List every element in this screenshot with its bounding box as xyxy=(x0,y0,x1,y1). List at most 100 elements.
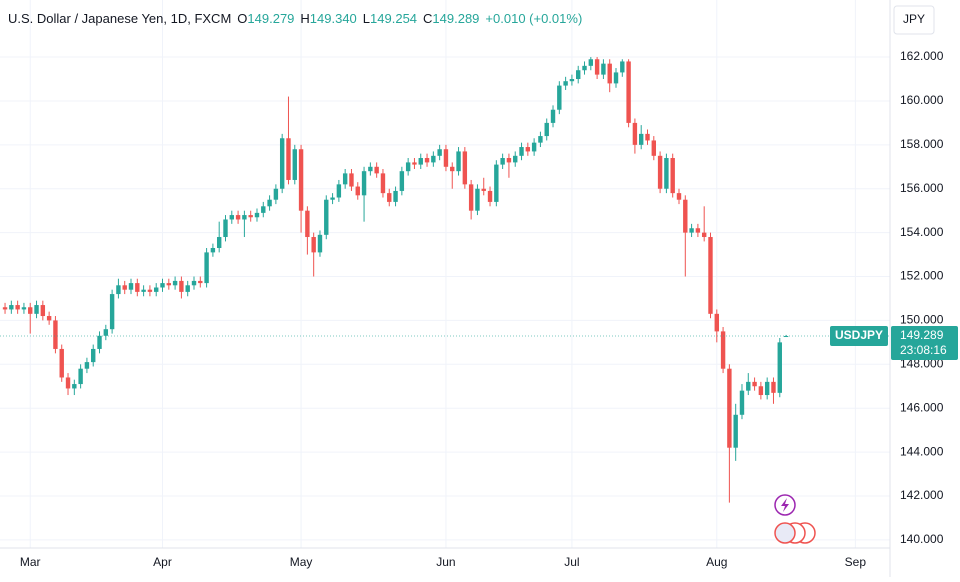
candle-body xyxy=(103,329,109,336)
candle-body xyxy=(172,280,178,286)
candle-body xyxy=(21,307,27,310)
candle-body xyxy=(128,283,134,290)
candle-body xyxy=(739,390,745,415)
legend-key: O xyxy=(237,11,247,26)
candle-body xyxy=(746,381,751,391)
candle-body xyxy=(59,348,64,378)
candle-body xyxy=(500,158,505,165)
candle-body xyxy=(40,305,46,317)
candle-body xyxy=(733,414,738,448)
candle-body xyxy=(758,386,764,396)
candle-body xyxy=(651,140,657,156)
candle-body xyxy=(538,136,543,143)
candle-body xyxy=(198,280,203,284)
candle-body xyxy=(342,173,348,185)
candle-body xyxy=(513,155,518,163)
candle-body xyxy=(336,184,342,198)
candle-body xyxy=(116,285,121,295)
candle-body xyxy=(676,193,682,200)
legend-value: 149.289 xyxy=(432,11,479,26)
candle-body xyxy=(223,219,228,238)
legend-value: 149.254 xyxy=(370,11,417,26)
candle-body xyxy=(462,151,468,185)
candle-body xyxy=(456,151,461,172)
candle-body xyxy=(147,289,153,292)
candle-body xyxy=(179,280,184,292)
candle-body xyxy=(160,283,165,288)
candle-body xyxy=(632,122,638,145)
y-tick-label: 156.000 xyxy=(900,181,944,195)
candle-body xyxy=(216,237,222,248)
candle-body xyxy=(437,149,442,156)
candle-body xyxy=(78,368,83,385)
candle-body xyxy=(418,158,423,165)
candle-body xyxy=(204,252,209,284)
candle-body xyxy=(601,63,606,75)
candle-body xyxy=(15,305,20,310)
flag-icon[interactable] xyxy=(774,522,796,544)
candle-body xyxy=(450,166,455,172)
candle-body xyxy=(361,171,367,196)
chart-header: U.S. Dollar / Japanese Yen, 1D, FXCM O 149… xyxy=(8,11,582,26)
legend-key: L xyxy=(363,11,370,26)
candle-body xyxy=(443,149,449,167)
candle-body xyxy=(97,335,102,349)
y-tick-label: 150.000 xyxy=(900,313,944,327)
x-tick-label: May xyxy=(290,555,313,569)
candle-body xyxy=(657,155,663,189)
candle-body xyxy=(594,59,600,75)
candles xyxy=(0,57,890,503)
candle-body xyxy=(771,381,776,393)
currency-button[interactable] xyxy=(893,5,935,35)
candle-body xyxy=(72,384,77,389)
y-tick-label: 142.000 xyxy=(900,488,944,502)
x-tick-label: Aug xyxy=(706,555,727,569)
candle-body xyxy=(53,320,58,349)
title: U.S. Dollar / Japanese Yen, 1D, FXCM xyxy=(8,11,231,26)
candle-body xyxy=(122,285,127,290)
candle-body xyxy=(764,381,770,396)
candle-body xyxy=(475,188,480,211)
candle-body xyxy=(664,158,669,189)
candle-body xyxy=(727,368,732,448)
x-tick-label: Mar xyxy=(20,555,41,569)
candle-body xyxy=(84,362,90,369)
candle-body xyxy=(777,342,782,393)
candle-body xyxy=(626,61,631,123)
legend-key: C xyxy=(423,11,432,26)
candle-body xyxy=(154,287,159,292)
candle-body xyxy=(582,65,587,71)
candle-body xyxy=(412,162,417,165)
candle-body xyxy=(695,228,701,233)
y-tick-label: 144.000 xyxy=(900,444,944,458)
candle-body xyxy=(135,283,140,292)
candle-body xyxy=(261,206,266,213)
candle-body xyxy=(34,305,39,314)
candle-body xyxy=(487,190,493,202)
candle-body xyxy=(349,173,354,187)
symbol-badge xyxy=(830,326,888,347)
y-tick-label: 160.000 xyxy=(900,93,944,107)
candle-body xyxy=(638,133,644,145)
y-tick-label: 162.000 xyxy=(900,49,944,63)
candle-body xyxy=(708,237,713,314)
candle-body xyxy=(494,164,499,202)
candle-body xyxy=(431,155,436,163)
candle-body xyxy=(9,305,14,310)
candle-body xyxy=(645,133,650,141)
candle-body xyxy=(330,197,335,200)
candle-body xyxy=(28,307,33,314)
candle-body xyxy=(531,142,537,152)
candle-body xyxy=(235,215,241,220)
candle-body xyxy=(355,186,360,196)
candle-body xyxy=(752,381,757,387)
currency[interactable]: JPY xyxy=(903,12,925,26)
grid xyxy=(0,0,890,548)
candle-body xyxy=(286,138,291,180)
candle-body xyxy=(424,158,430,163)
candle-body xyxy=(714,313,719,332)
candle-body xyxy=(387,193,392,202)
candle-body xyxy=(324,199,329,235)
candle-body xyxy=(468,184,474,211)
bolt-icon xyxy=(781,498,789,512)
